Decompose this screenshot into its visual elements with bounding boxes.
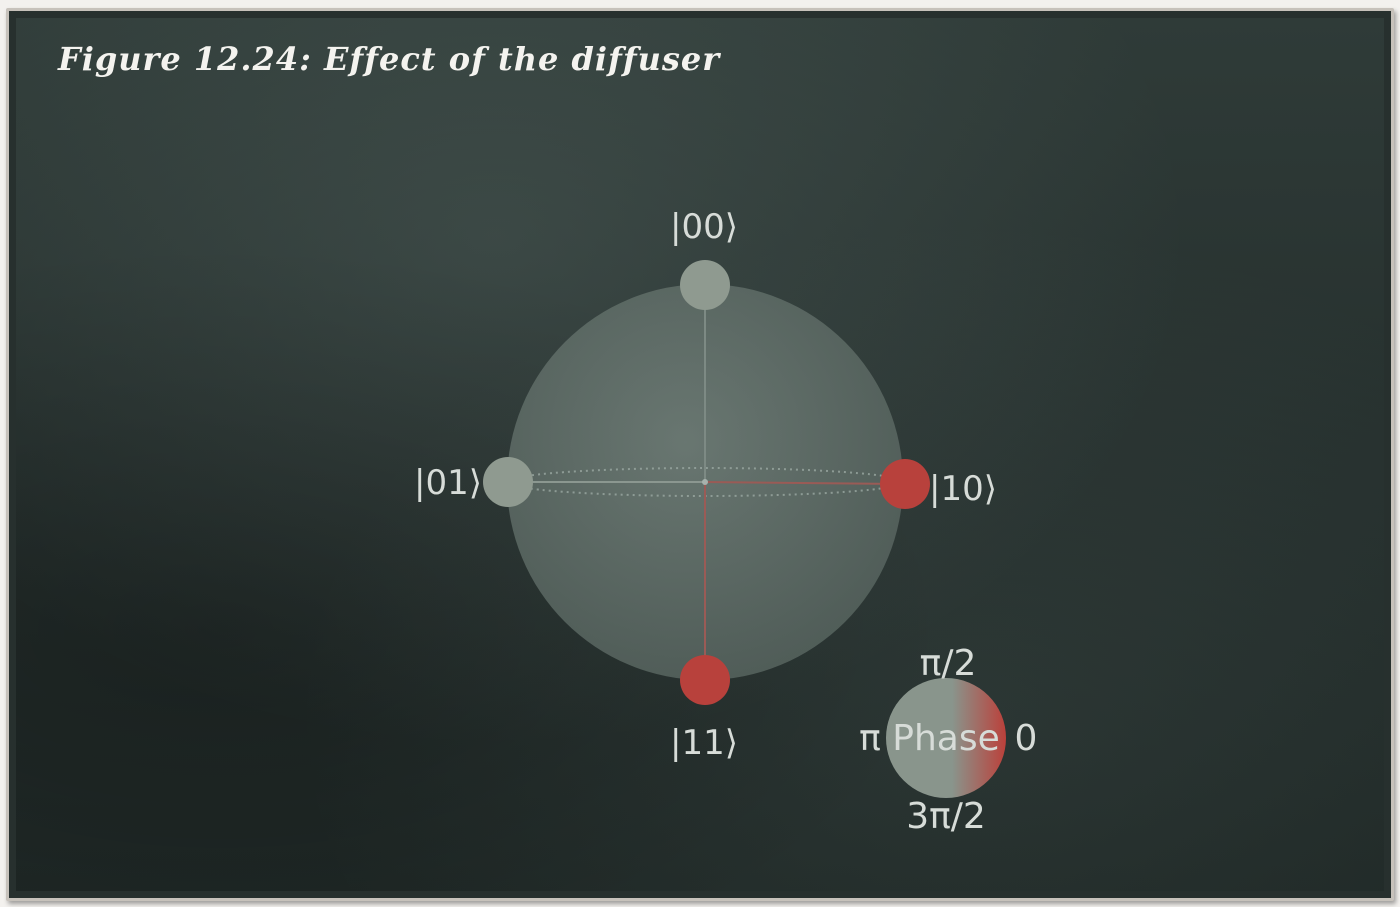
sphere-center xyxy=(702,479,708,485)
state-marker-01 xyxy=(483,457,533,507)
phase-label-top: π/2 xyxy=(920,643,977,684)
state-marker-11 xyxy=(680,655,730,705)
phase-label-center: Phase xyxy=(892,718,1000,759)
phase-label-bottom: 3π/2 xyxy=(906,796,986,837)
phase-legend: π/2 π Phase 0 3π/2 xyxy=(859,643,1037,837)
state-label-01: |01⟩ xyxy=(414,463,482,503)
state-label-00: |00⟩ xyxy=(670,207,738,247)
phase-label-left: π xyxy=(859,718,881,759)
state-label-10: |10⟩ xyxy=(929,469,997,509)
state-label-11: |11⟩ xyxy=(670,723,738,763)
state-marker-10 xyxy=(880,459,930,509)
phase-label-right: 0 xyxy=(1015,718,1038,759)
state-marker-00 xyxy=(680,260,730,310)
